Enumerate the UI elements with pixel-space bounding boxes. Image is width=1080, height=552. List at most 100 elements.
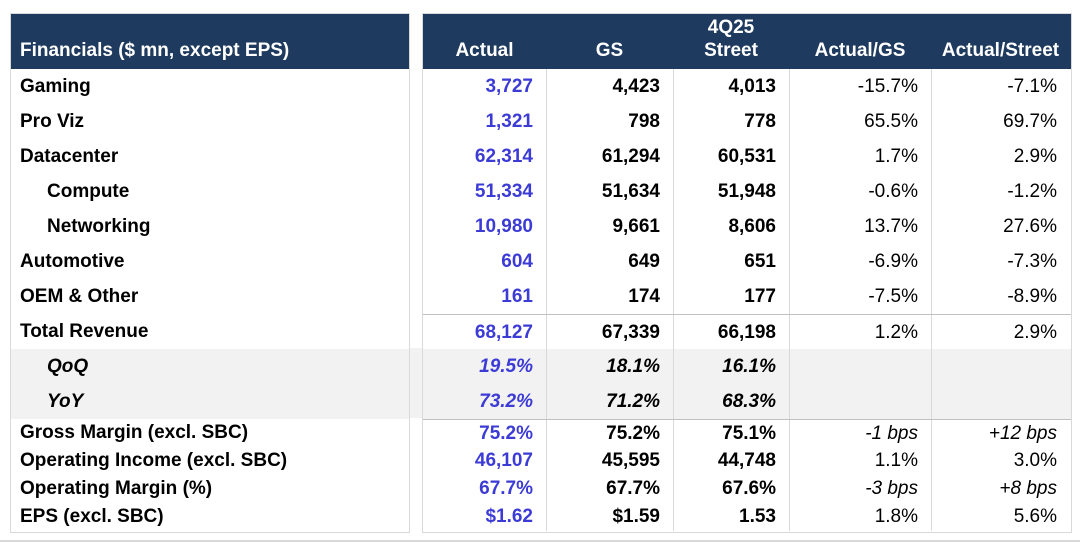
row-label: Networking [47, 216, 151, 237]
cell-actual: 161 [501, 286, 533, 307]
cell-actual-gs: -15.7% [789, 69, 931, 104]
table-row: Gross Margin (excl. SBC) [11, 419, 409, 447]
table-row: Networking [11, 209, 409, 244]
cell-actual-street: 69.7% [931, 104, 1070, 139]
cell-actual-gs: 65.5% [789, 104, 931, 139]
table-row: 62,314 61,294 60,531 1.7% 2.9% [423, 139, 1071, 174]
table-row: 1,321 798 778 65.5% 69.7% [423, 104, 1071, 139]
cell-gs: 9,661 [546, 209, 673, 244]
cell-actual-gs: 1.1% [789, 447, 931, 475]
table-row: Operating Margin (%) [11, 475, 409, 503]
data-columns-block: 4Q25 Actual GS Street Actual/GS Actual/Stree… [422, 13, 1072, 533]
table-row: 3,727 4,423 4,013 -15.7% -7.1% [423, 69, 1071, 104]
cell-actual-street: +8 bps [931, 475, 1070, 503]
cell-gs: $1.59 [546, 503, 673, 531]
cell-street: 1.53 [673, 503, 789, 531]
cell-actual: 68,127 [474, 322, 533, 343]
table-row: YoY [11, 384, 409, 419]
table-row: $1.62 $1.59 1.53 1.8% 5.6% [423, 503, 1071, 531]
cell-actual-street [931, 349, 1070, 384]
cell-gs: 45,595 [546, 447, 673, 475]
cell-actual-street: 3.0% [931, 447, 1070, 475]
table-header-left: Financials ($ mn, except EPS) [11, 14, 409, 69]
row-label: QoQ [47, 356, 89, 377]
cell-actual: 46,107 [474, 450, 533, 471]
column-header-gs: GS [595, 40, 624, 61]
cell-actual: $1.62 [485, 506, 533, 527]
cell-street: 778 [673, 104, 789, 139]
table-row: 51,334 51,634 51,948 -0.6% -1.2% [423, 174, 1071, 209]
cell-street: 67.6% [673, 475, 789, 503]
table-row: Compute [11, 174, 409, 209]
cell-gs: 18.1% [546, 349, 673, 384]
cell-gs: 174 [546, 279, 673, 314]
table-row: Total Revenue [11, 314, 409, 349]
cell-actual: 19.5% [479, 356, 533, 377]
cell-gs: 75.2% [546, 420, 673, 447]
cell-actual-street: 27.6% [931, 209, 1070, 244]
table-row: QoQ [11, 349, 409, 384]
cell-actual-street [931, 384, 1070, 419]
row-label: Operating Income (excl. SBC) [20, 450, 288, 471]
cell-gs: 61,294 [546, 139, 673, 174]
table-row: 10,980 9,661 8,606 13.7% 27.6% [423, 209, 1071, 244]
corner-header: Financials ($ mn, except EPS) [20, 40, 290, 61]
cell-actual: 75.2% [479, 423, 533, 444]
column-headers: Actual GS Street Actual/GS Actual/Street [423, 40, 1071, 69]
cell-actual: 604 [501, 251, 533, 272]
cell-gs: 71.2% [546, 384, 673, 419]
cell-actual-gs: -0.6% [789, 174, 931, 209]
cell-actual: 67.7% [479, 478, 533, 499]
cell-actual-gs: 1.2% [789, 315, 931, 349]
cell-gs: 798 [546, 104, 673, 139]
table-row: Operating Income (excl. SBC) [11, 447, 409, 475]
row-label: Automotive [20, 251, 125, 272]
table-header-right: 4Q25 Actual GS Street Actual/GS Actual/Stree… [423, 14, 1071, 69]
row-label: Gaming [20, 76, 91, 97]
cell-actual: 10,980 [474, 216, 533, 237]
table-row: 73.2% 71.2% 68.3% [423, 384, 1071, 419]
cell-gs: 51,634 [546, 174, 673, 209]
cell-actual-gs: 13.7% [789, 209, 931, 244]
column-header-street: Street [704, 40, 758, 61]
bottom-divider [0, 540, 1080, 542]
cell-actual-street: 2.9% [931, 139, 1070, 174]
row-label: YoY [47, 391, 84, 412]
cell-actual: 3,727 [485, 76, 533, 97]
row-label: Compute [47, 181, 130, 202]
cell-actual: 62,314 [474, 146, 533, 167]
cell-street: 68.3% [673, 384, 789, 419]
cell-actual-street: +12 bps [931, 420, 1070, 447]
cell-actual-street: -7.3% [931, 244, 1070, 279]
cell-street: 60,531 [673, 139, 789, 174]
table-row: 604 649 651 -6.9% -7.3% [423, 244, 1071, 279]
table-row: OEM & Other [11, 279, 409, 314]
row-label: Gross Margin (excl. SBC) [20, 422, 249, 443]
cell-street: 651 [673, 244, 789, 279]
cell-actual-street: 2.9% [931, 315, 1070, 349]
cell-actual: 73.2% [479, 391, 533, 412]
cell-street: 16.1% [673, 349, 789, 384]
cell-street: 177 [673, 279, 789, 314]
row-label: Total Revenue [20, 321, 149, 342]
column-header-actual: Actual [455, 40, 514, 61]
cell-gs: 4,423 [546, 69, 673, 104]
cell-street: 66,198 [673, 315, 789, 349]
cell-gs: 67,339 [546, 315, 673, 349]
row-label: Operating Margin (%) [20, 478, 213, 499]
cell-actual-street: -7.1% [931, 69, 1070, 104]
table-row: 68,127 67,339 66,198 1.2% 2.9% [423, 314, 1071, 349]
row-label: EPS (excl. SBC) [20, 506, 164, 527]
cell-actual-street: 5.6% [931, 503, 1070, 531]
row-label: OEM & Other [20, 286, 139, 307]
table-row: 19.5% 18.1% 16.1% [423, 349, 1071, 384]
row-labels: Gaming Pro Viz Datacenter Compute Networking… [11, 69, 409, 531]
table-row: 75.2% 75.2% 75.1% -1 bps +12 bps [423, 419, 1071, 447]
cell-actual-gs [789, 349, 931, 384]
label-column-block: Financials ($ mn, except EPS) Gaming Pro … [10, 13, 410, 533]
cell-actual-gs: -3 bps [789, 475, 931, 503]
table-row: Automotive [11, 244, 409, 279]
cell-actual-gs: -6.9% [789, 244, 931, 279]
cell-actual-gs: -7.5% [789, 279, 931, 314]
